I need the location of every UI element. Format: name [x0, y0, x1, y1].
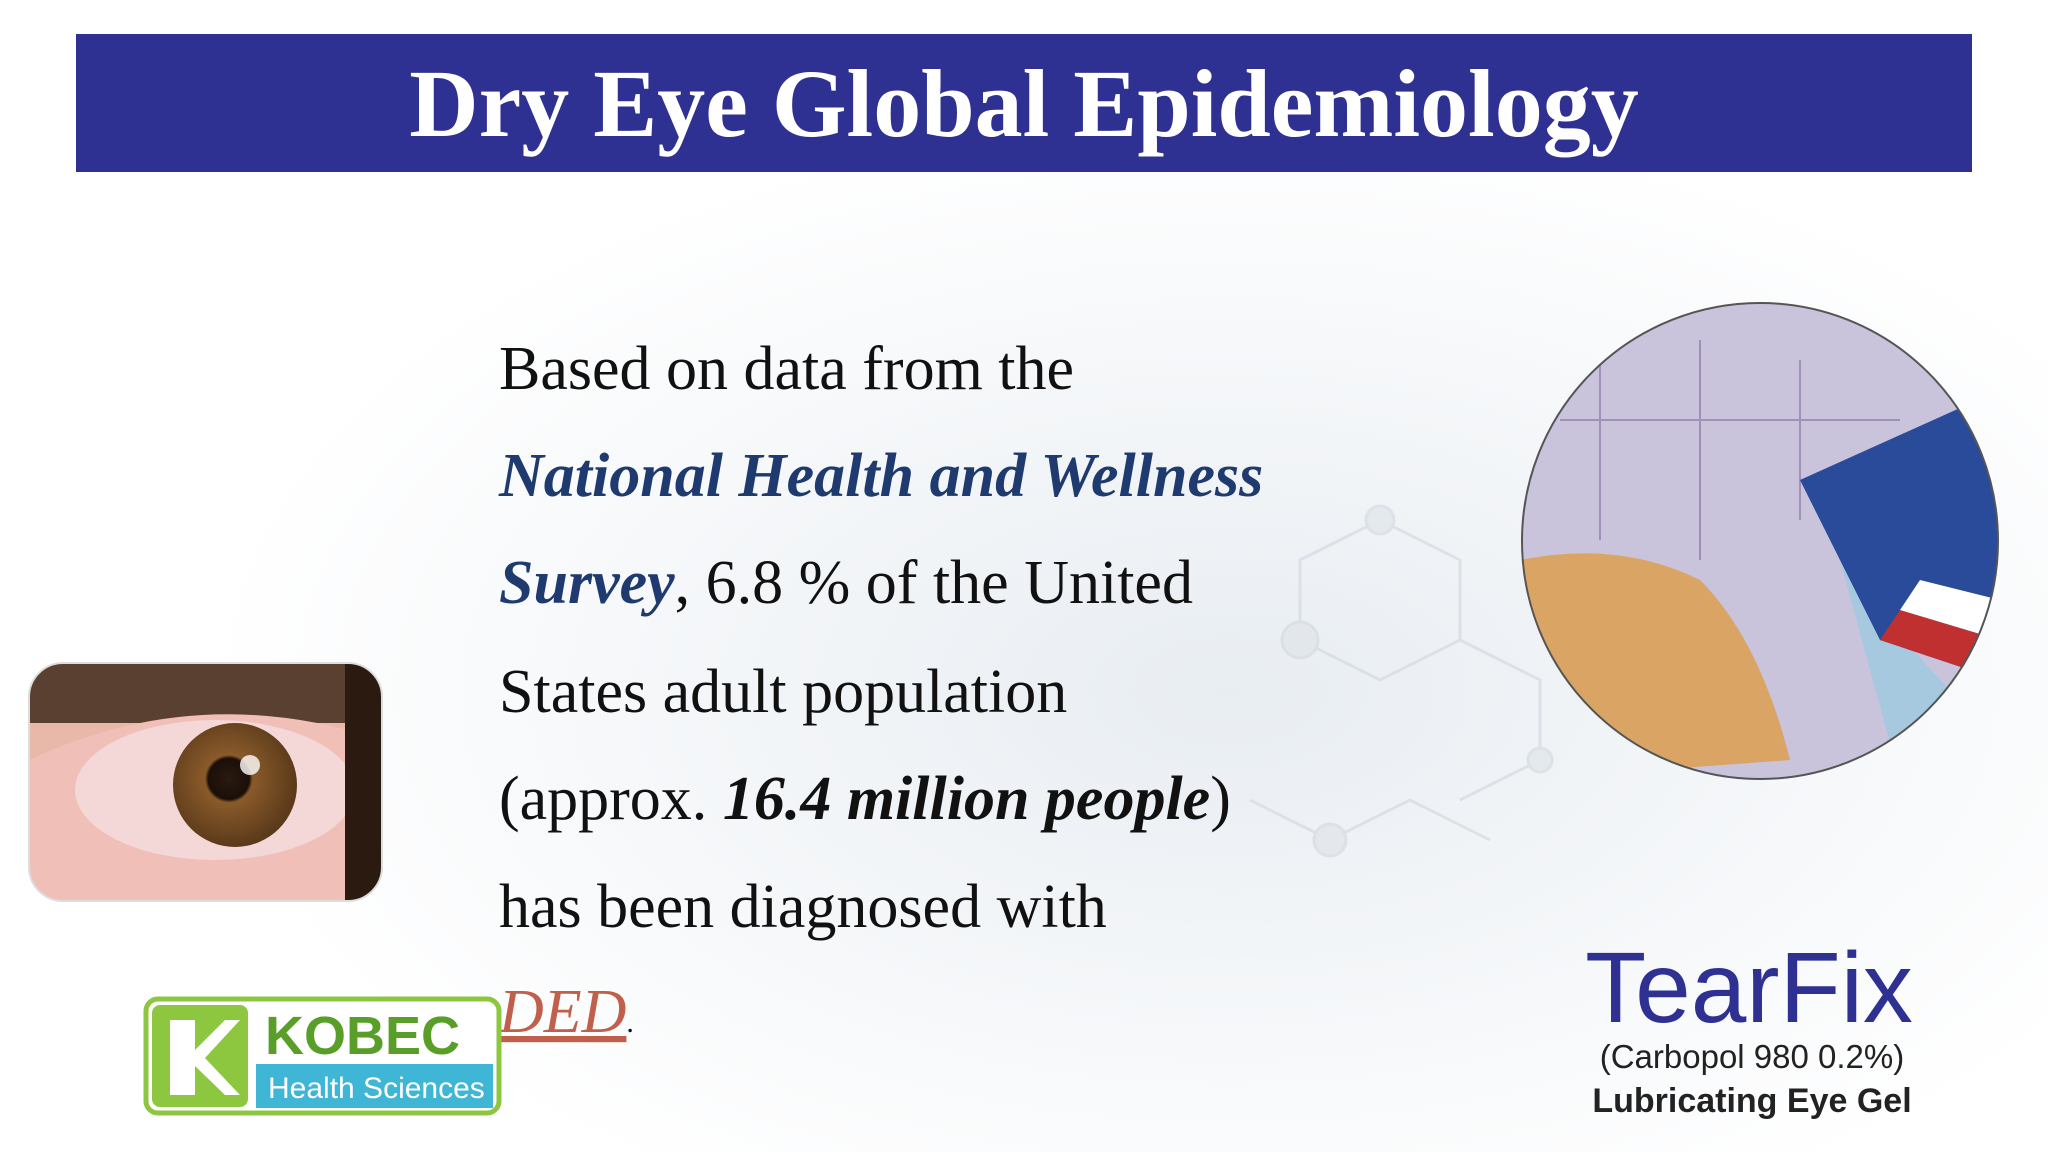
eye-frame — [28, 662, 383, 902]
body-line: States adult population — [499, 658, 1067, 726]
abbreviation: DED — [498, 978, 626, 1046]
logo-name: KOBEC — [265, 1006, 460, 1066]
body-line: (approx. 16.4 million people) — [499, 765, 1231, 833]
logo-subtitle: Health Sciences — [268, 1072, 485, 1105]
product-composition: (Carbopol 980 0.2%) — [1600, 1038, 1905, 1075]
body-line: Based on data from the — [499, 335, 1074, 403]
product-name: TearFix — [1585, 932, 1913, 1044]
text: , 6.8 % of the United — [675, 549, 1193, 617]
title: Dry Eye Global Epidemiology — [409, 50, 1638, 157]
molecule-decoration — [1249, 504, 1554, 858]
text: States adult population — [499, 658, 1067, 726]
text: (approx. — [499, 765, 723, 833]
product-description: Lubricating Eye Gel — [1592, 1082, 1911, 1120]
map-image — [1522, 303, 1998, 779]
title-bar — [76, 34, 1972, 172]
body-line: Survey, 6.8 % of the United — [499, 549, 1193, 617]
body-line: has been diagnosed with — [499, 873, 1107, 941]
text: has been diagnosed with — [499, 873, 1107, 941]
text: ) — [1210, 765, 1231, 833]
survey-name: National Health and Wellness — [498, 442, 1263, 510]
body-line: DED. — [498, 978, 634, 1046]
highlight: 16.4 million people — [723, 765, 1210, 833]
body-line: National Health and Wellness — [498, 442, 1263, 510]
eye-image — [29, 663, 382, 901]
kobec-logo: KOBEC Health Sciences — [143, 996, 502, 1116]
survey-name: Survey — [499, 549, 675, 617]
text: Based on data from the — [499, 335, 1074, 403]
text: . — [626, 1006, 634, 1039]
map-frame — [1521, 302, 1999, 780]
